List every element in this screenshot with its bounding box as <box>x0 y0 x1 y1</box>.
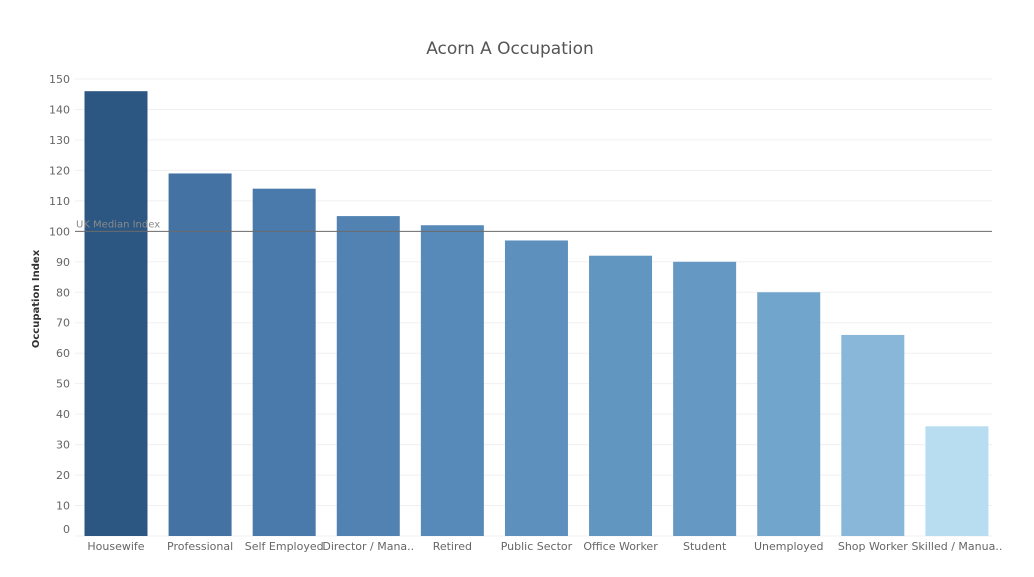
y-tick-label: 20 <box>56 469 70 482</box>
bar[interactable] <box>252 188 316 536</box>
y-tick-label: 50 <box>56 378 70 391</box>
bar[interactable] <box>925 426 989 536</box>
bar[interactable] <box>336 216 400 536</box>
x-tick-label: Housewife <box>87 540 144 553</box>
bar[interactable] <box>84 91 148 536</box>
y-tick-label: 80 <box>56 286 70 299</box>
y-tick-label: 40 <box>56 408 70 421</box>
x-tick-label: Public Sector <box>501 540 573 553</box>
y-tick-label: 150 <box>49 73 70 86</box>
x-tick-label: Unemployed <box>754 540 824 553</box>
x-tick-label: Office Worker <box>583 540 658 553</box>
x-tick-label: Student <box>683 540 727 553</box>
x-tick-label: Shop Worker <box>838 540 908 553</box>
y-tick-label: 10 <box>56 500 70 513</box>
y-tick-label: 120 <box>49 164 70 177</box>
x-axis-ticks: Housewife Professional Self EmployedDirect… <box>87 540 1002 553</box>
x-tick-label: Retired <box>433 540 472 553</box>
y-tick-label: 30 <box>56 439 70 452</box>
reference-line-group: UK Median Index <box>75 219 992 232</box>
y-tick-label: 130 <box>49 134 70 147</box>
bar[interactable] <box>673 261 737 536</box>
x-tick-label: Skilled / Manua.. <box>911 540 1002 553</box>
y-tick-label: 60 <box>56 347 70 360</box>
bar[interactable] <box>420 225 484 537</box>
x-tick-label: Self Employed <box>245 540 324 553</box>
bar[interactable] <box>841 334 905 536</box>
bar[interactable] <box>589 255 653 536</box>
y-axis-ticks: 0 10 20 30 40 50 60 70 80 90 100 110 120 130 140 150 <box>49 73 70 536</box>
x-tick-label: Professional <box>167 540 233 553</box>
y-tick-label: 70 <box>56 317 70 330</box>
reference-line-label: UK Median Index <box>76 219 160 230</box>
y-tick-label: 140 <box>49 103 70 116</box>
y-tick-label: 90 <box>56 256 70 269</box>
bar[interactable] <box>504 240 568 536</box>
bar[interactable] <box>757 292 821 536</box>
chart-title: Acorn A Occupation <box>426 39 594 59</box>
y-tick-label: 100 <box>49 225 70 238</box>
bar[interactable] <box>168 173 232 537</box>
bars <box>84 91 989 537</box>
x-tick-label: Director / Mana.. <box>322 540 414 553</box>
y-tick-label: 0 <box>63 523 70 536</box>
y-tick-label: 110 <box>49 195 70 208</box>
y-axis-label: Occupation Index <box>31 249 42 348</box>
